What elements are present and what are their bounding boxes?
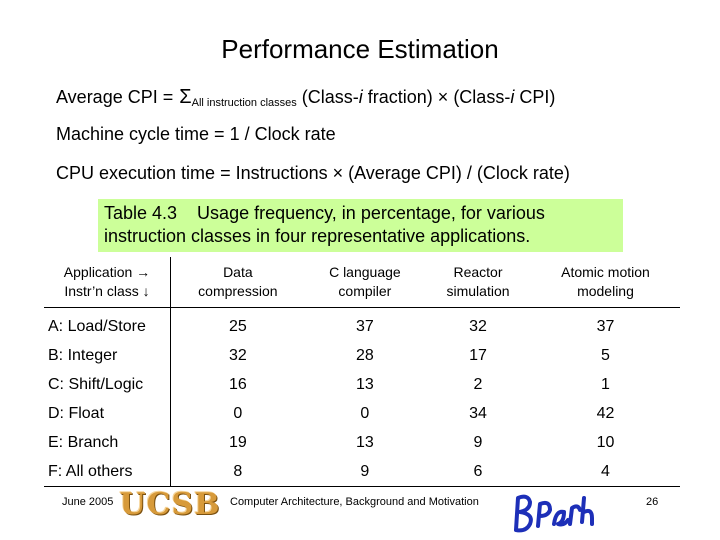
average-cpi-formula: Average CPI = ΣAll instruction classes (C… [56, 86, 555, 109]
table-cell: 0 [233, 404, 243, 422]
column-header-line-1: Data [223, 264, 253, 280]
column-header-line-1: Reactor [453, 264, 503, 280]
table-cell: 42 [596, 404, 615, 422]
table-cell: 34 [469, 404, 487, 422]
column-header: Reactor simulation [425, 257, 531, 308]
formula-italic-i-2: i [510, 87, 515, 107]
average-cpi-lhs: Average CPI = [56, 87, 174, 107]
row-label: A: Load/Store [44, 307, 171, 341]
table-cell: 10 [596, 433, 615, 451]
column-header-line-2: modeling [577, 283, 634, 299]
table-cell: 4 [530, 457, 680, 487]
formula-part-1: (Class- [296, 87, 359, 107]
table-cell: 13 [355, 375, 374, 393]
row-label: D: Float [44, 399, 171, 428]
table-cell: 19 [228, 433, 247, 451]
table-cell: 9 [473, 433, 483, 451]
table-cell: 32 [228, 346, 247, 364]
table-cell: 17 [469, 346, 487, 364]
column-header: C language compiler [304, 257, 426, 308]
row-label: F: All others [44, 457, 171, 487]
column-header-line-1: C language [329, 264, 401, 280]
cpu-time-formula: CPU execution time = Instructions × (Ave… [56, 163, 570, 183]
column-header-line-2: compiler [338, 283, 392, 299]
row-label: B: Integer [44, 341, 171, 370]
column-header-line-2: compression [198, 283, 278, 299]
page-number: 26 [646, 496, 659, 508]
formula-part-2: fraction) × (Class- [362, 87, 511, 107]
caption-line-1: Table 4.3 Usage frequency, in percentage… [104, 203, 545, 223]
formula-part-3: CPI) [514, 87, 556, 107]
table-cell: 37 [355, 317, 374, 335]
corner-line-2: Instr’n class ↓ [64, 283, 150, 299]
sigma-symbol: Σ [179, 86, 192, 108]
column-header: Atomic motion modeling [530, 257, 680, 308]
table-row: B: Integer 32 28 17 5 [44, 341, 680, 370]
table-row: E: Branch 19 13 9 10 [44, 428, 680, 457]
table-cell: 9 [304, 457, 426, 487]
row-label: C: Shift/Logic [44, 370, 171, 399]
table-cell: 0 [360, 404, 370, 422]
column-header-line-1: Atomic motion [561, 264, 650, 280]
corner-line-1: Application → [63, 264, 151, 280]
footer-course-title: Computer Architecture, Background and Mo… [230, 496, 479, 508]
table-cell: 37 [596, 317, 615, 335]
signature-logo [514, 494, 594, 533]
table-cell: 13 [355, 433, 374, 451]
table-cell: 1 [601, 375, 610, 393]
column-header-line-2: simulation [446, 283, 510, 299]
ucsb-logo: UCSB [119, 486, 221, 522]
table-row: D: Float 0 0 34 42 [44, 399, 680, 428]
row-label: E: Branch [44, 428, 171, 457]
table-cell: 8 [170, 457, 305, 487]
table-row: F: All others 8 9 6 4 [44, 457, 680, 487]
slide-title: Performance Estimation [221, 34, 499, 64]
formula-italic-i-1: i [358, 87, 363, 107]
table-cell: 5 [601, 346, 610, 364]
table-cell: 2 [473, 375, 483, 393]
machine-cycle-formula: Machine cycle time = 1 / Clock rate [56, 124, 336, 144]
usage-frequency-table: Application → Instr’n class ↓ Data compre… [44, 257, 680, 487]
table-cell: 32 [469, 317, 487, 335]
caption-line-2: instruction classes in four representati… [104, 226, 531, 246]
table-header-row: Application → Instr’n class ↓ Data compre… [44, 257, 680, 308]
column-header: Data compression [170, 257, 305, 308]
table-row: A: Load/Store 25 37 32 37 [44, 307, 680, 341]
table-cell: 25 [228, 317, 247, 335]
table-cell: 16 [228, 375, 247, 393]
table-cell: 28 [355, 346, 374, 364]
sum-subscript: All instruction classes [191, 97, 297, 109]
corner-header: Application → Instr’n class ↓ [44, 257, 171, 308]
table-cell: 6 [425, 457, 531, 487]
footer-date: June 2005 [62, 496, 114, 508]
table-row: C: Shift/Logic 16 13 2 1 [44, 370, 680, 399]
table-caption: Table 4.3 Usage frequency, in percentage… [98, 199, 623, 252]
